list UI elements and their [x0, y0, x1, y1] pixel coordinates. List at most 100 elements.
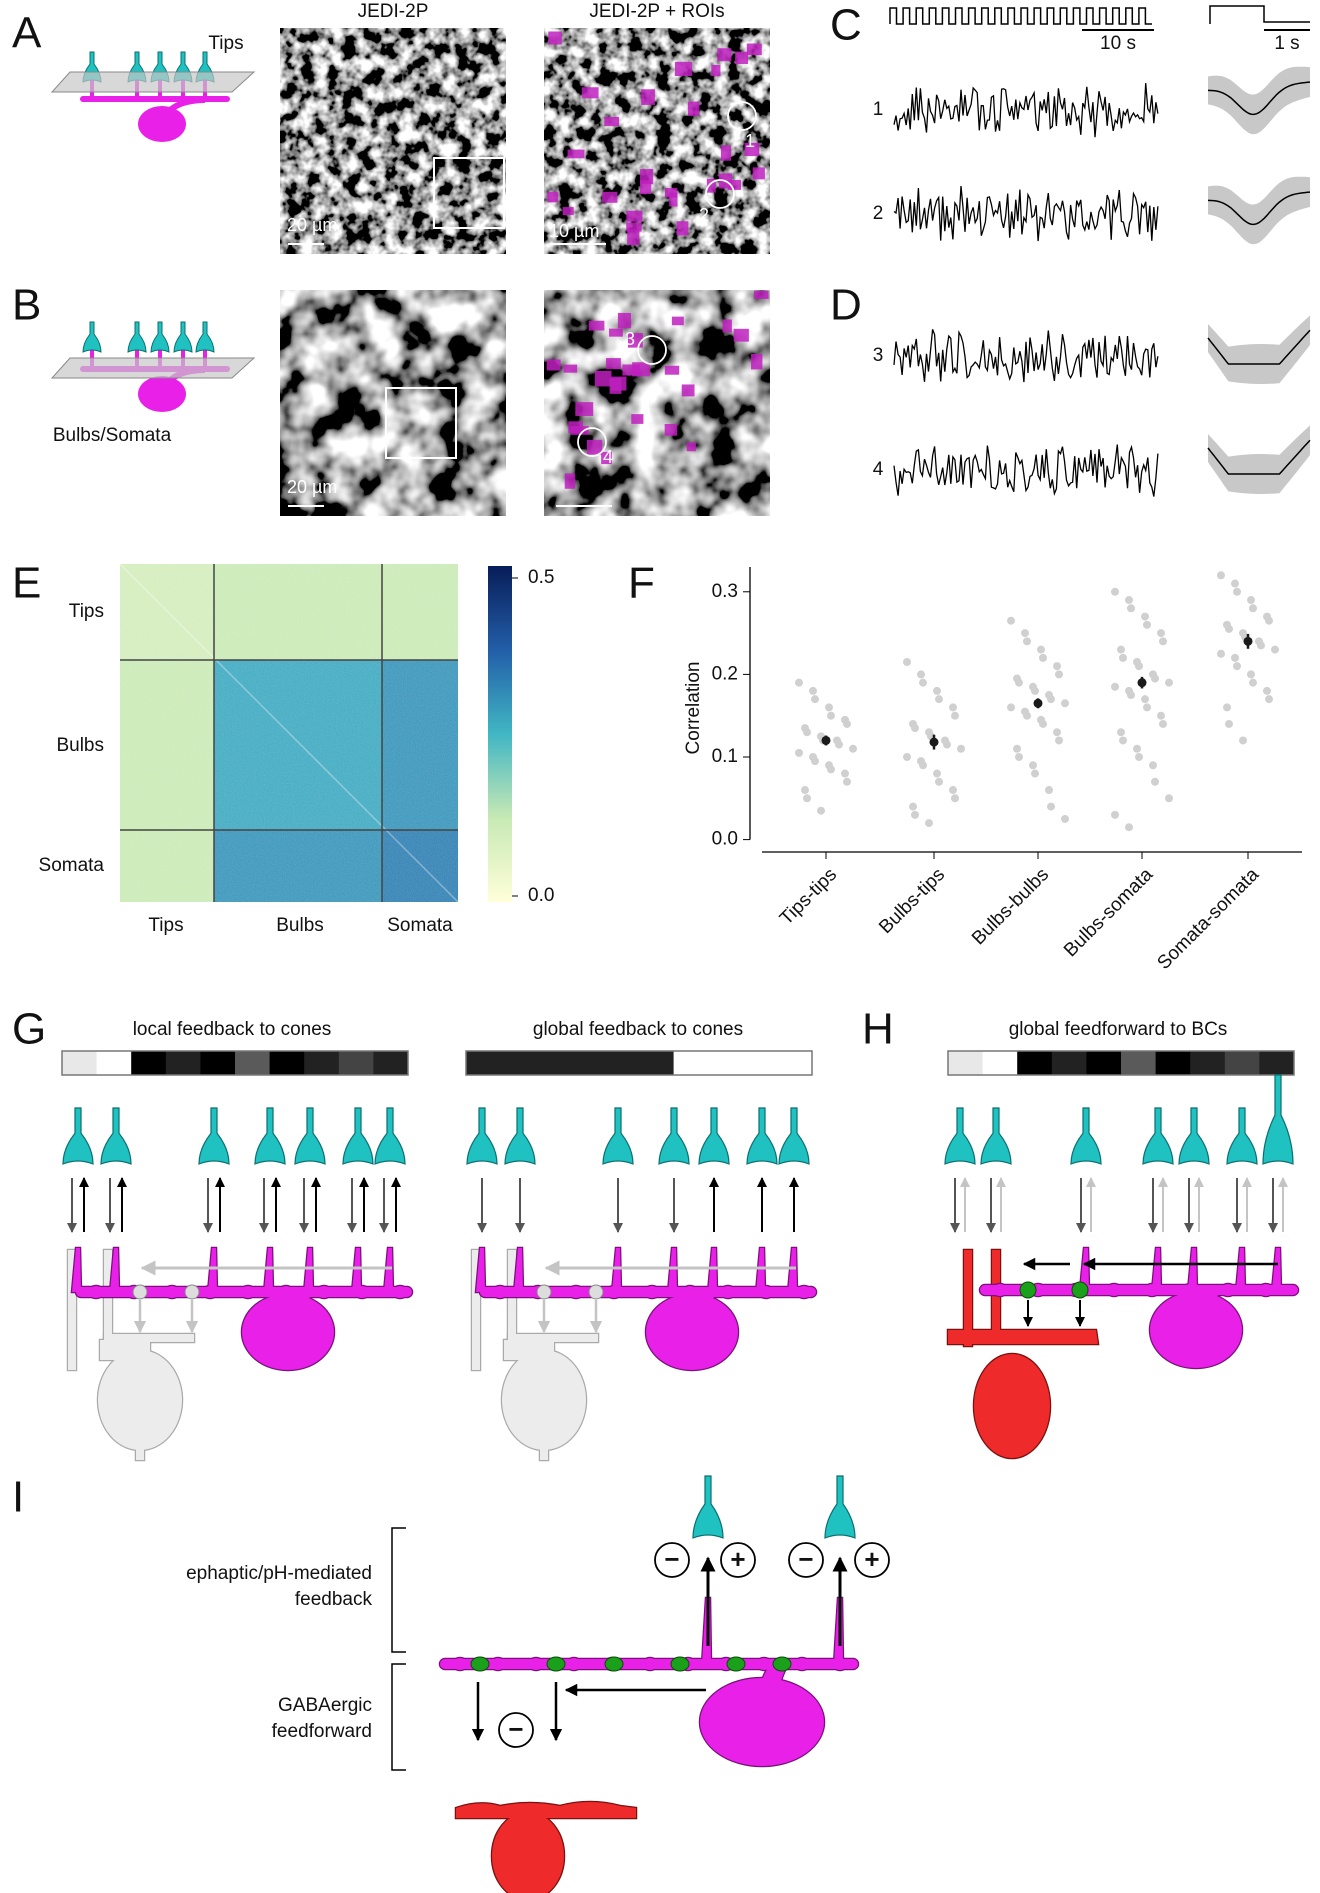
avg-trace [1207, 439, 1311, 475]
bracket-label: GABAergic [278, 1695, 372, 1716]
hc-varicosity [569, 1286, 583, 1298]
hc-dendrite [1152, 1248, 1161, 1290]
stimulus-bar [1086, 1051, 1122, 1075]
bc-process [948, 1330, 1098, 1344]
data-point [1165, 678, 1173, 687]
bc-soma [974, 1354, 1050, 1458]
roi [639, 180, 652, 195]
cell [978, 1246, 1300, 1370]
synapse [536, 1284, 552, 1300]
hc-dendrite [788, 1248, 797, 1292]
stimulus-bar [304, 1051, 340, 1075]
hc-dendrite [612, 1248, 621, 1292]
trace [893, 329, 1159, 383]
zoom-box [433, 157, 505, 229]
roi [626, 210, 643, 222]
cell-cartoon [50, 51, 256, 142]
hc-dendrite [1236, 1248, 1245, 1290]
col-label: Tips [148, 915, 183, 936]
cell [946, 1248, 1100, 1460]
data-point [1127, 691, 1135, 700]
data-point [919, 761, 927, 770]
roi-label: 4 [603, 447, 613, 467]
data-point [1233, 587, 1241, 596]
mean-point [929, 737, 939, 747]
data-point [1119, 736, 1127, 745]
hc-dendrite [352, 1248, 361, 1292]
data-point [795, 748, 803, 757]
stimulus-bar [708, 1051, 744, 1075]
roi [727, 179, 742, 190]
data-point [1231, 653, 1239, 662]
data-point [1165, 794, 1173, 803]
roi [733, 328, 749, 342]
cone [342, 1107, 374, 1165]
roi-label: 2 [699, 205, 709, 225]
data-point [1111, 682, 1119, 691]
hc-varicosity [567, 1658, 581, 1670]
micrograph-texture [280, 290, 506, 516]
hc-dendrite [384, 1248, 393, 1292]
stimulus-bar [569, 1051, 605, 1075]
data-point [1247, 596, 1255, 605]
cone [602, 1107, 634, 1165]
data-point [1225, 624, 1233, 633]
hc-varicosity [645, 1286, 659, 1298]
hc-varicosity [1259, 1284, 1273, 1296]
data-point [1151, 777, 1159, 786]
synapse [184, 1284, 200, 1300]
data-point [1007, 616, 1015, 625]
colorbar-tick-label: 0.5 [528, 567, 554, 588]
data-point [1055, 670, 1063, 679]
data-point [1157, 629, 1165, 638]
stimulus-bar [235, 1051, 271, 1075]
data-point [1021, 629, 1029, 638]
data-point [1031, 769, 1039, 778]
data-point [1265, 695, 1273, 704]
cone [466, 1107, 498, 1165]
cone [944, 1107, 976, 1165]
data-point [1233, 662, 1241, 671]
data-point [1247, 670, 1255, 679]
micrograph-texture [544, 28, 770, 254]
hc-varicosity [453, 1658, 467, 1670]
hc-neck [165, 97, 206, 115]
label: JEDI-2P [358, 1, 429, 22]
roi [604, 116, 620, 127]
sign-circle [854, 1542, 890, 1578]
cone [62, 1107, 94, 1165]
trace-label: 2 [873, 203, 884, 224]
hc-varicosity [795, 1658, 809, 1670]
hc-varicosity [355, 1286, 369, 1298]
roi-label: 3 [625, 329, 635, 349]
cone [1262, 1074, 1294, 1165]
hc-soma [700, 1678, 824, 1766]
roi [751, 353, 763, 370]
trace [893, 83, 1159, 138]
cone [100, 1107, 132, 1165]
sign: + [864, 1544, 879, 1574]
cone [150, 321, 170, 353]
data-point [1127, 604, 1135, 613]
time-scale-label: 10 s [1100, 33, 1136, 54]
data-point [911, 810, 919, 819]
stimulus-bar [500, 1051, 536, 1075]
data-point [795, 678, 803, 687]
stimulus-bar [1051, 1051, 1087, 1075]
roi [746, 43, 762, 56]
data-point [1125, 596, 1133, 605]
data-point [1047, 802, 1055, 811]
roi [609, 328, 623, 337]
hc-soma [1150, 1292, 1242, 1368]
bc-axon [1007, 1440, 1017, 1448]
hc-process [80, 96, 230, 102]
data-point [951, 794, 959, 803]
panel-letter: H [862, 1005, 894, 1054]
data-point [1061, 699, 1069, 708]
roi [753, 290, 769, 299]
cell-cartoon [50, 321, 256, 412]
panel-letter: G [12, 1005, 46, 1054]
synapse [132, 1284, 148, 1300]
hc-dendrite [110, 1248, 119, 1292]
y-tick-label: 0.1 [712, 746, 738, 767]
